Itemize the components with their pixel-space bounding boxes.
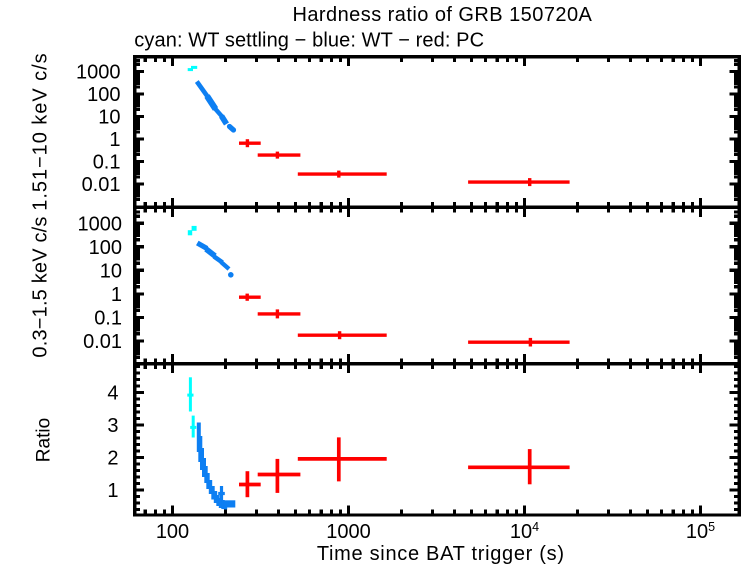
svg-text:1000: 1000	[78, 214, 123, 236]
svg-text:3: 3	[107, 415, 118, 437]
svg-text:1000: 1000	[76, 62, 121, 84]
svg-text:1.51−10 keV c/s: 1.51−10 keV c/s	[29, 52, 51, 210]
svg-text:100: 100	[87, 84, 120, 106]
svg-text:Hardness ratio of GRB 150720A: Hardness ratio of GRB 150720A	[292, 4, 592, 26]
svg-text:Time since BAT trigger (s): Time since BAT trigger (s)	[317, 543, 565, 565]
svg-text:100: 100	[156, 521, 189, 543]
svg-text:105: 105	[686, 520, 715, 543]
svg-text:cyan: WT settling − blue: WT −: cyan: WT settling − blue: WT − red: PC	[134, 30, 484, 52]
svg-text:4: 4	[107, 383, 118, 405]
svg-text:1: 1	[107, 480, 118, 502]
svg-text:0.1: 0.1	[93, 152, 121, 174]
svg-text:1000: 1000	[326, 521, 371, 543]
svg-text:0.3−1.5 keV c/s: 0.3−1.5 keV c/s	[30, 216, 52, 357]
svg-text:100: 100	[89, 237, 122, 259]
svg-text:10: 10	[100, 261, 122, 283]
svg-text:10: 10	[98, 107, 120, 129]
svg-text:0.1: 0.1	[94, 308, 122, 330]
svg-text:0.01: 0.01	[83, 331, 122, 353]
svg-text:1: 1	[111, 284, 122, 306]
svg-text:1: 1	[109, 129, 120, 151]
svg-text:104: 104	[510, 520, 539, 543]
svg-text:2: 2	[107, 448, 118, 470]
svg-text:0.01: 0.01	[82, 174, 121, 196]
svg-text:Ratio: Ratio	[33, 418, 54, 462]
